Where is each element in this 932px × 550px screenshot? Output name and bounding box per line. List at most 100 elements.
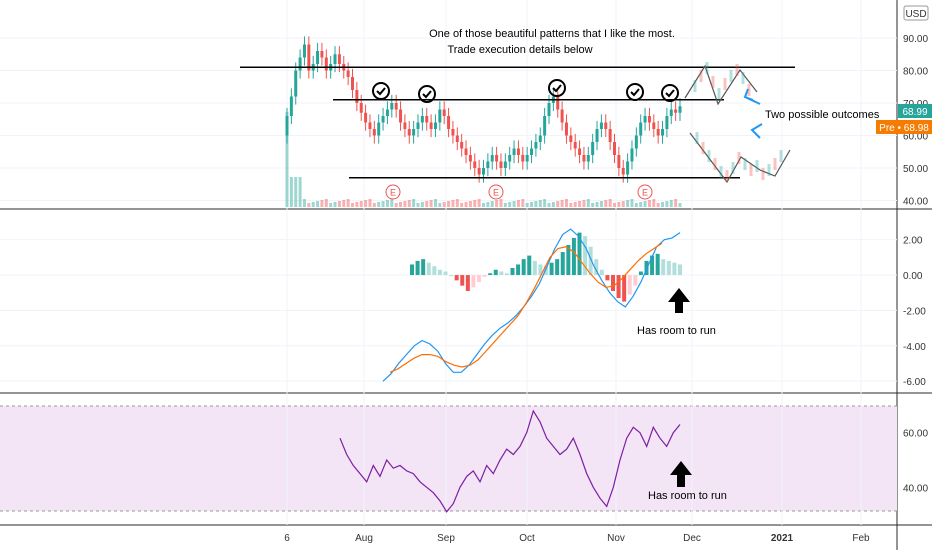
macd-histogram-bar (437, 269, 442, 276)
premarket-tag: Pre • 68.98 (879, 123, 929, 134)
macd-tick-label: 2.00 (903, 236, 923, 247)
volume-bar (551, 202, 555, 207)
candle-body (346, 70, 350, 77)
outcomes-annotation: Two possible outcomes (765, 109, 880, 121)
projection-candle (717, 88, 721, 100)
macd-histogram-bar (599, 269, 604, 276)
candle-body (447, 116, 451, 129)
volume-bar (438, 203, 442, 207)
candle-body (599, 122, 603, 129)
volume-bar (442, 202, 446, 207)
candle-body (390, 103, 394, 110)
projection-candle (741, 72, 745, 84)
volume-bar (298, 177, 302, 207)
volume-bar (420, 202, 424, 207)
candle-body (425, 116, 429, 123)
macd-axis: 2.00 0.00 -2.00 -4.00 -6.00 (903, 236, 926, 388)
macd-histogram-bar (627, 275, 632, 295)
macd-histogram-bar (577, 232, 582, 276)
projection-candle (693, 80, 697, 92)
volume-bar (604, 200, 608, 207)
macd-histogram (410, 232, 682, 302)
volume-bar (333, 202, 337, 207)
volume-bar (617, 202, 621, 207)
macd-histogram-bar (549, 262, 554, 276)
volume-bar (359, 201, 363, 207)
candle-body (595, 129, 599, 142)
volume-bar (447, 201, 451, 207)
candle-body (538, 135, 542, 142)
volume-bar (674, 199, 678, 207)
macd-histogram-bar (454, 275, 459, 281)
candle-body (442, 109, 446, 116)
check-circle-icon (661, 84, 679, 102)
volume-bar (665, 201, 669, 207)
volume-bar (368, 199, 372, 207)
macd-histogram-bar (678, 264, 682, 276)
volume-bar (486, 202, 490, 207)
volume-bar (482, 203, 485, 207)
candle-body (613, 142, 616, 155)
candle-body (560, 109, 564, 123)
rsi-band (0, 406, 897, 511)
outcome-arrow-icon (743, 88, 761, 105)
projection-candle (747, 84, 751, 96)
volume-bar (311, 202, 315, 207)
volume-bar (429, 200, 433, 207)
check-circle-icon (372, 82, 390, 100)
volume-bar (503, 203, 507, 207)
macd-histogram-bar (532, 260, 537, 276)
volume-bar (643, 201, 647, 207)
rsi-tick-label: 40.00 (903, 483, 928, 494)
check-circle-icon (418, 85, 436, 103)
volume-bar (512, 201, 516, 207)
candle-body (608, 129, 612, 142)
downside-projection (689, 132, 791, 184)
macd-histogram-bar (611, 275, 615, 291)
volume-bar (477, 199, 481, 207)
projection-candle (711, 76, 715, 88)
price-tick-label: 60.00 (903, 132, 928, 143)
time-tick-label: Aug (355, 533, 373, 544)
candle-body (364, 112, 368, 123)
volume-bar (547, 203, 551, 207)
projection-paths (684, 62, 791, 184)
volume-bar (582, 200, 586, 207)
volume-bar (451, 200, 455, 207)
macd-histogram-bar (410, 264, 414, 276)
candle-body (569, 135, 573, 142)
volume-bar (564, 199, 568, 207)
projection-candle (705, 62, 709, 74)
rsi-annotation: Has room to run (648, 490, 727, 502)
earnings-marker: E (637, 184, 653, 200)
candle-body (289, 96, 293, 116)
projection-candle (707, 150, 711, 162)
candle-body (626, 161, 630, 175)
volume-bar (626, 200, 630, 207)
volume-bar (433, 199, 437, 207)
volume-bar (630, 199, 634, 207)
volume-bar (578, 201, 582, 207)
macd-histogram-bar (443, 271, 448, 276)
candle-body (320, 51, 324, 58)
candle-body (412, 129, 416, 136)
pattern-annotation-line2: Trade execution details below (447, 44, 592, 56)
macd-tick-label: -4.00 (903, 342, 926, 353)
macd-histogram-bar (594, 259, 599, 276)
candle-body (416, 122, 420, 129)
projection-candle (713, 158, 717, 170)
candle-body (385, 109, 389, 116)
candle-body (573, 142, 577, 149)
macd-histogram-bar (666, 260, 671, 276)
candle-body (337, 54, 341, 64)
volume-bar (534, 201, 538, 207)
grid-lines (0, 0, 897, 525)
candle-body (420, 116, 424, 123)
candle-body (534, 142, 538, 149)
candle-body (368, 122, 372, 129)
candle-body (316, 51, 320, 64)
macd-histogram-bar (605, 275, 610, 281)
projection-candle (731, 162, 735, 174)
volume-bar (285, 112, 289, 207)
candle-body (351, 77, 354, 90)
